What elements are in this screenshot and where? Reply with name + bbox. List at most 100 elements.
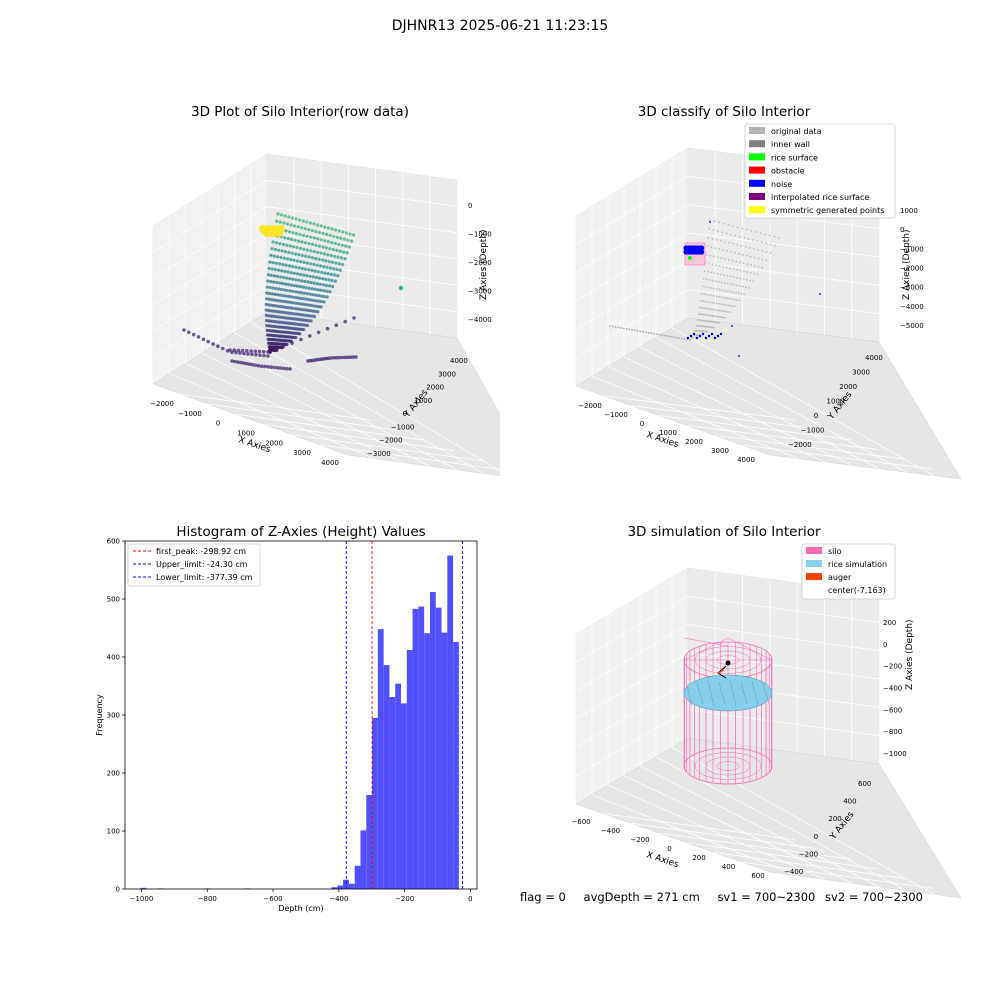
- plot1-title: 3D Plot of Silo Interior(row data): [191, 104, 409, 120]
- original-point: [729, 290, 732, 293]
- grid-line: [575, 204, 880, 274]
- data-point: [288, 230, 292, 234]
- plot4-legend: silo rice simulation auger center(-7,163): [801, 543, 896, 600]
- original-point: [702, 277, 705, 280]
- data-point: [300, 253, 304, 258]
- original-point: [748, 286, 750, 289]
- auger: [717, 669, 725, 674]
- data-point: [294, 217, 298, 221]
- original-point: [752, 280, 755, 283]
- original-point: [753, 264, 756, 267]
- data-point: [313, 309, 317, 313]
- original-point: [726, 274, 729, 277]
- flag-text: flag = 0: [520, 890, 566, 904]
- data-point: [275, 219, 279, 223]
- data-point: [305, 292, 309, 296]
- data-point: [325, 265, 329, 269]
- data-point: [336, 255, 340, 259]
- data-point: [321, 283, 326, 287]
- data-point: [281, 242, 285, 246]
- grid-line: [208, 403, 399, 431]
- original-point: [711, 263, 714, 266]
- rice-mesh-line: [729, 680, 737, 707]
- plot4-tick-labels: −600 −400 −200 0 200 400 600 −400 −200 0 200 400 600…: [571, 619, 906, 880]
- inner-wall-point: [672, 336, 675, 338]
- original-point: [698, 319, 700, 322]
- original-point: [707, 236, 710, 239]
- data-point: [283, 214, 287, 218]
- y-tick-label-2: 200: [107, 770, 120, 778]
- data-point: [279, 275, 283, 279]
- plot2-x-tick-6: 4000: [737, 456, 755, 464]
- original-point: [722, 222, 725, 225]
- data-point: [337, 229, 341, 233]
- legend-item-0: original data: [771, 127, 822, 136]
- data-point: [337, 242, 341, 246]
- original-point: [724, 289, 726, 292]
- data-point: [283, 299, 287, 304]
- original-point: [716, 309, 719, 312]
- data-point: [341, 230, 345, 234]
- original-point: [746, 271, 749, 273]
- original-point: [706, 330, 709, 333]
- grid-line: [631, 823, 823, 850]
- data-point: [290, 216, 294, 220]
- data-point: [265, 285, 269, 289]
- plot4-z-tick-4: −600: [883, 706, 902, 714]
- floor-point: [230, 359, 234, 363]
- data-point: [319, 224, 323, 228]
- plot1-tick-labels: −2000 −1000 0 1000 2000 3000 4000 −3000 −2000 −10…: [150, 202, 492, 467]
- data-point: [267, 297, 271, 301]
- original-point: [725, 266, 728, 269]
- noise-point: [689, 334, 693, 338]
- data-point: [289, 306, 293, 310]
- plot4-silo-wireframe: [683, 637, 773, 785]
- original-point: [761, 258, 764, 261]
- inner-wall-point: [642, 330, 644, 333]
- original-point: [708, 228, 710, 230]
- data-point: [276, 212, 280, 216]
- original-point: [733, 298, 736, 301]
- inner-wall-point: [680, 337, 683, 340]
- original-point: [739, 261, 741, 264]
- data-point: [302, 233, 306, 237]
- data-point: [277, 304, 281, 308]
- original-point: [732, 242, 735, 245]
- data-point: [284, 294, 288, 298]
- data-point: [323, 271, 327, 275]
- data-point: [291, 306, 295, 310]
- grid-line: [591, 375, 798, 459]
- original-point: [715, 288, 718, 290]
- legend-swatch: [749, 193, 765, 200]
- data-point: [322, 294, 326, 299]
- original-point: [708, 279, 711, 281]
- data-point: [322, 289, 326, 293]
- inner-wall-point: [614, 326, 617, 328]
- data-point: [306, 297, 310, 301]
- histogram-bar-18: [412, 608, 419, 889]
- data-point: [286, 306, 290, 310]
- original-point: [740, 292, 743, 295]
- data-point: [275, 298, 279, 302]
- original-point: [722, 249, 725, 252]
- floor-point: [281, 366, 286, 371]
- data-point: [343, 257, 347, 261]
- data-point: [324, 283, 329, 287]
- floor-point: [245, 349, 249, 353]
- data-point: [268, 285, 272, 290]
- data-point: [300, 240, 304, 244]
- data-point: [273, 268, 277, 272]
- original-point: [700, 299, 702, 302]
- original-point: [753, 256, 756, 259]
- original-point: [711, 315, 714, 317]
- histogram-bar-23: [441, 632, 448, 889]
- legend-swatch: [806, 573, 822, 580]
- grid-line: [185, 363, 403, 463]
- floor-point: [340, 355, 345, 360]
- data-point: [302, 260, 306, 264]
- data-point: [339, 236, 343, 240]
- data-point: [312, 262, 316, 267]
- histogram-bar-20: [424, 633, 430, 889]
- noise-point: [686, 336, 690, 340]
- data-point: [314, 293, 318, 297]
